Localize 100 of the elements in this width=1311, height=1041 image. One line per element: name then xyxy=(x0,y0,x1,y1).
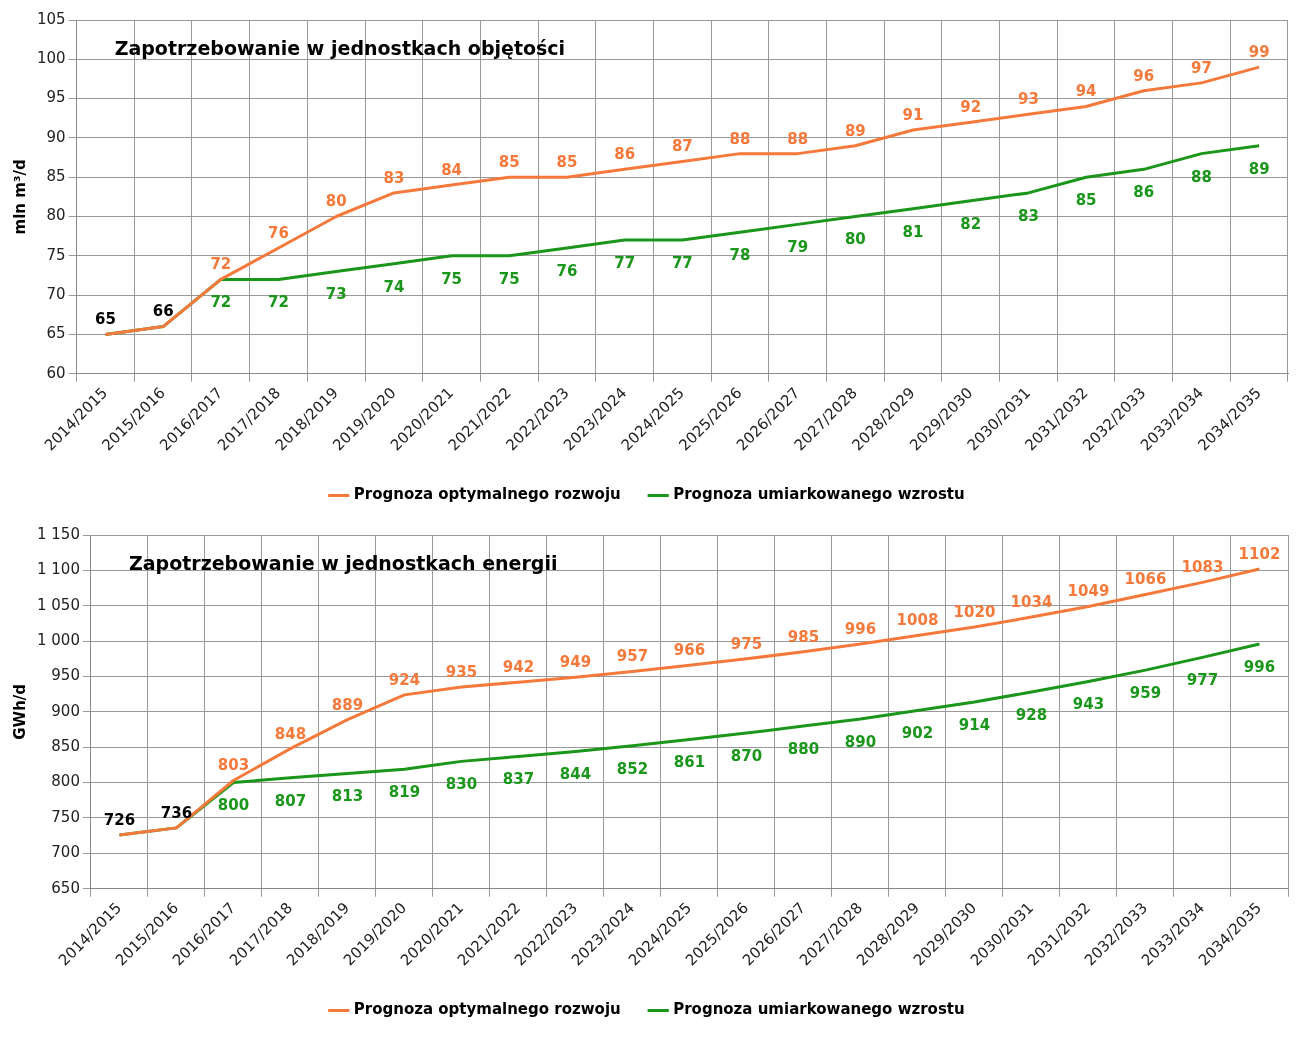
annotation: 736 xyxy=(160,803,193,822)
y-tick-label: 95 xyxy=(46,88,66,107)
y-tick-label: 1 100 xyxy=(36,560,80,579)
data-label: 81 xyxy=(902,222,924,241)
data-label: 889 xyxy=(331,695,364,714)
y-tick-label: 60 xyxy=(46,363,66,382)
y-tick-label: 90 xyxy=(46,127,66,146)
data-label: 93 xyxy=(1017,90,1039,109)
data-label: 83 xyxy=(383,168,405,187)
data-label: 83 xyxy=(1017,206,1039,225)
y-tick-label: 650 xyxy=(51,878,80,897)
data-label: 88 xyxy=(1191,167,1212,186)
data-label: 1049 xyxy=(1067,582,1110,601)
data-label: 91 xyxy=(902,105,924,124)
data-label: 97 xyxy=(1191,58,1212,77)
data-label: 943 xyxy=(1072,695,1105,714)
data-label: 848 xyxy=(274,724,307,743)
data-label: 1102 xyxy=(1238,544,1281,563)
data-label: 830 xyxy=(445,775,478,794)
data-label: 75 xyxy=(498,269,520,288)
data-label: 996 xyxy=(1243,657,1276,676)
data-label: 84 xyxy=(441,160,463,179)
y-tick-label: 800 xyxy=(51,772,80,791)
y-tick-label: 750 xyxy=(51,807,80,826)
y-tick-label: 950 xyxy=(51,666,80,685)
data-label: 79 xyxy=(787,238,809,257)
data-label: 86 xyxy=(1133,183,1155,202)
data-label: 1034 xyxy=(1010,592,1053,611)
data-label: 890 xyxy=(844,732,877,751)
data-label: 1066 xyxy=(1124,570,1167,589)
text: Zapotrzebowanie w jednostkach objętości xyxy=(114,36,566,59)
data-label: 80 xyxy=(844,230,866,249)
data-label: 880 xyxy=(787,739,820,758)
data-label: 77 xyxy=(614,253,636,272)
data-label: 1083 xyxy=(1181,558,1224,577)
data-label: 844 xyxy=(559,765,592,784)
text: Zapotrzebowanie w jednostkach energii xyxy=(128,551,558,574)
data-label: 985 xyxy=(787,627,820,646)
data-label: 1020 xyxy=(953,602,996,621)
data-label: 89 xyxy=(1248,159,1270,178)
data-label: 902 xyxy=(901,724,934,743)
data-label: 75 xyxy=(441,269,463,288)
data-label: 803 xyxy=(217,756,250,775)
data-label: 72 xyxy=(268,293,289,312)
data-label: 85 xyxy=(498,153,520,172)
legend-label: Prognoza umiarkowanego wzrostu xyxy=(673,1000,965,1019)
data-label: 807 xyxy=(274,791,307,810)
data-label: 819 xyxy=(388,783,421,802)
y-tick-label: 105 xyxy=(36,9,66,28)
y-tick-label: 65 xyxy=(46,324,66,343)
data-label: 80 xyxy=(325,192,347,211)
legend-label: Prognoza optymalnego rozwoju xyxy=(353,485,621,504)
y-tick-label: 100 xyxy=(36,49,66,68)
data-label: 813 xyxy=(331,787,364,806)
data-label: 1008 xyxy=(896,611,939,630)
data-label: 76 xyxy=(268,223,289,242)
data-label: 88 xyxy=(787,129,809,148)
data-label: 74 xyxy=(383,277,405,296)
data-label: 92 xyxy=(960,98,982,117)
y-tick-label: 1 150 xyxy=(36,524,80,543)
y-tick-label: 850 xyxy=(51,737,80,756)
data-label: 78 xyxy=(729,246,751,265)
y-tick-label: 1 000 xyxy=(36,631,80,649)
y-tick-label: 700 xyxy=(51,843,80,862)
data-label: 73 xyxy=(325,285,347,304)
y-tick-label: 70 xyxy=(46,285,66,303)
data-label: 99 xyxy=(1248,43,1270,62)
data-label: 975 xyxy=(730,634,763,653)
annotation: 726 xyxy=(103,810,136,829)
y-axis-title: GWh/d xyxy=(10,683,29,740)
data-label: 88 xyxy=(729,129,751,148)
data-label: 77 xyxy=(671,253,693,272)
data-label: 914 xyxy=(958,715,991,734)
y-tick-label: 80 xyxy=(46,206,66,225)
data-label: 957 xyxy=(616,647,649,666)
data-label: 928 xyxy=(1015,705,1048,724)
data-label: 942 xyxy=(502,658,535,677)
legend-label: Prognoza optymalnego rozwoju xyxy=(353,1000,621,1019)
data-label: 959 xyxy=(1129,684,1162,703)
data-label: 800 xyxy=(217,796,250,815)
data-label: 82 xyxy=(960,214,982,233)
data-label: 935 xyxy=(445,662,478,681)
data-label: 966 xyxy=(673,641,706,660)
data-label: 837 xyxy=(502,770,535,789)
y-axis-title: mln m³/d xyxy=(10,159,29,235)
data-label: 76 xyxy=(556,261,578,280)
data-label: 72 xyxy=(210,293,232,312)
y-tick-label: 1 050 xyxy=(36,595,80,614)
data-label: 94 xyxy=(1075,82,1097,101)
data-label: 977 xyxy=(1186,671,1219,690)
data-label: 87 xyxy=(671,137,693,156)
data-label: 85 xyxy=(1075,191,1097,210)
data-label: 870 xyxy=(730,746,763,765)
data-label: 924 xyxy=(388,670,421,689)
data-label: 949 xyxy=(559,653,592,672)
y-tick-label: 900 xyxy=(51,701,80,720)
y-tick-label: 75 xyxy=(46,245,66,264)
data-label: 996 xyxy=(844,619,877,638)
y-tick-label: 85 xyxy=(46,167,66,186)
annotation: 66 xyxy=(152,302,174,321)
